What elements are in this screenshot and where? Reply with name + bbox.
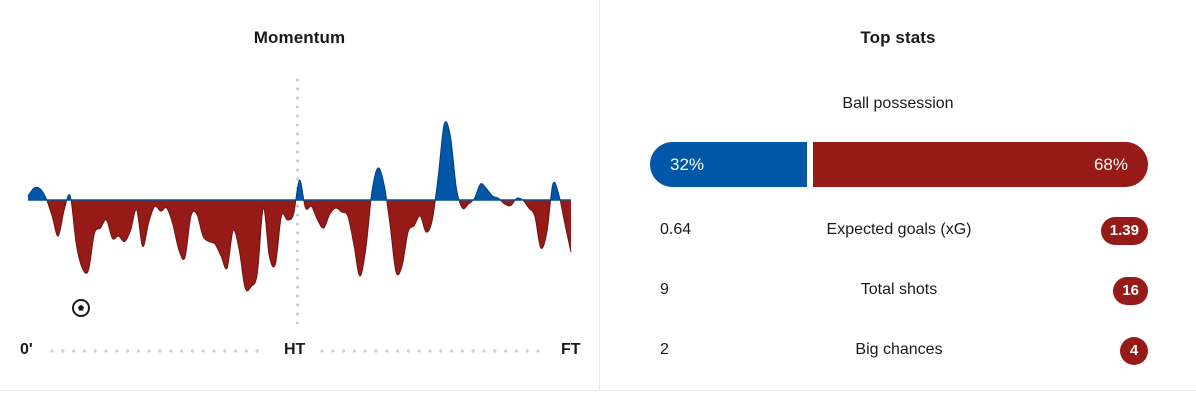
timeline-halftime-label: HT	[284, 341, 306, 358]
football-icon[interactable]	[72, 299, 90, 317]
momentum-title: Momentum	[253, 28, 346, 47]
stat-row-big-chances: 2 Big chances 4	[650, 336, 1148, 366]
stat-label: Expected goals (xG)	[826, 221, 972, 238]
stat-away-badge: 16	[1113, 277, 1148, 305]
stat-label: Total shots	[860, 281, 938, 298]
stat-home-value: 9	[660, 281, 669, 298]
timeline-track	[50, 349, 540, 353]
possession-label: Ball possession	[842, 95, 954, 112]
top-stats-panel: Top stats Ball possession 32% 68% 0.64 E…	[600, 0, 1196, 390]
stat-away-badge: 4	[1120, 337, 1148, 365]
possession-bar: 32% 68%	[650, 142, 1148, 187]
momentum-home-outline	[27, 121, 561, 200]
stat-away-badge: 1.39	[1100, 217, 1148, 245]
momentum-home-area	[28, 121, 571, 200]
stat-home-value: 2	[660, 341, 669, 358]
stat-home-value: 0.64	[660, 221, 692, 238]
possession-home-segment: 32%	[650, 142, 808, 187]
timeline-start-label: 0'	[20, 341, 33, 358]
stat-row-xg: 0.64 Expected goals (xG) 1.39	[650, 216, 1148, 246]
momentum-panel: Momentum 0' HT FT	[0, 0, 600, 390]
top-stats-title: Top stats	[860, 28, 936, 47]
timeline-fulltime-label: FT	[561, 341, 581, 358]
possession-away-segment: 68%	[813, 142, 1148, 187]
stat-label: Big chances	[855, 341, 943, 358]
momentum-chart[interactable]	[0, 0, 599, 390]
bottom-divider	[0, 390, 1196, 391]
stat-row-total-shots: 9 Total shots 16	[650, 276, 1148, 306]
momentum-away-area	[28, 200, 571, 291]
momentum-away-outline	[46, 200, 572, 292]
